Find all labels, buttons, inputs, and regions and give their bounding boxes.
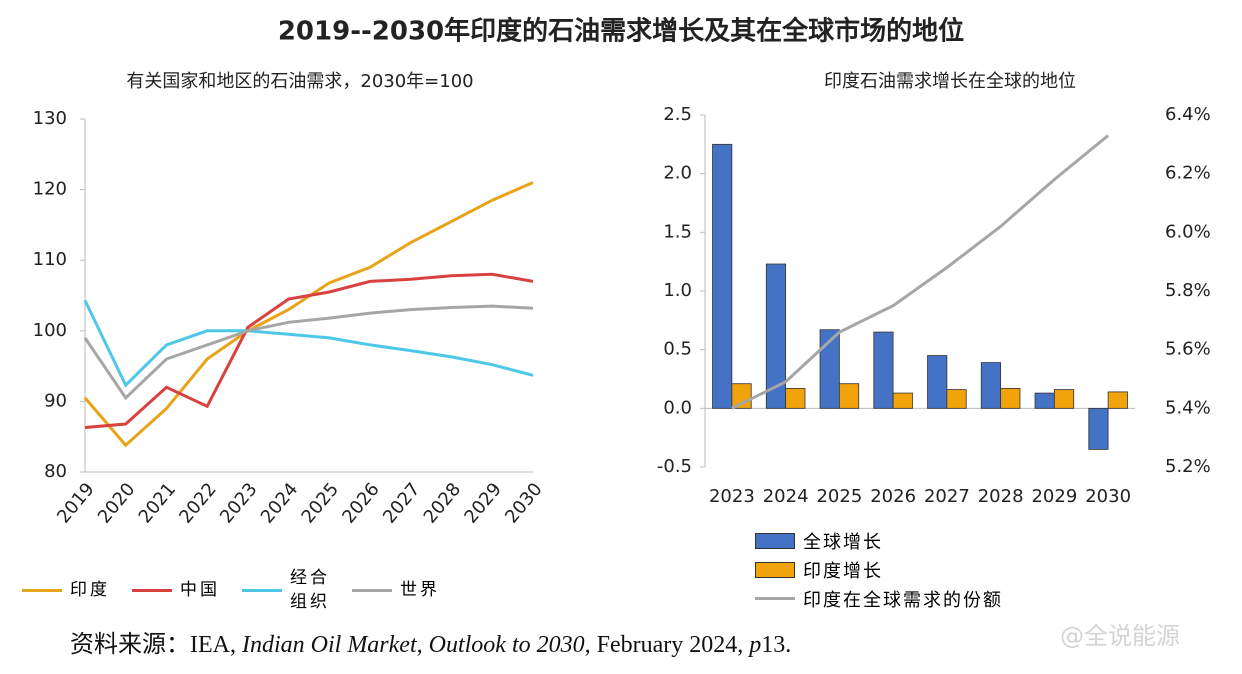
bar: [765, 263, 787, 409]
bar: [980, 362, 1002, 409]
legend: 全球增长印度增长印度在全球需求的份额: [755, 526, 1003, 613]
y-tick-label: 1.0: [663, 280, 692, 301]
x-tick-label: 2020: [94, 479, 140, 528]
y-tick-label: -0.5: [657, 456, 692, 477]
source-note: 资料来源：IEA, Indian Oil Market, Outlook to …: [70, 624, 791, 659]
legend-item: 经合组织: [242, 566, 330, 614]
x-tick-label: 2024: [257, 479, 303, 528]
data-line: [731, 134, 1110, 410]
legend-swatch: [242, 588, 282, 592]
y2-tick-label: 5.6%: [1165, 339, 1211, 360]
bar: [838, 383, 860, 409]
y-tick-label: 2.5: [663, 104, 692, 125]
legend-swatch: [755, 532, 795, 549]
x-tick-label: 2029: [460, 479, 506, 528]
source-text: 资料来源：IEA,: [70, 632, 242, 658]
y-tick-label: 130: [33, 108, 67, 129]
x-tick-label: 2027: [924, 486, 970, 507]
legend-item: 世界: [352, 578, 440, 602]
source-text: February 2024,: [590, 632, 750, 658]
legend-swatch: [755, 561, 795, 578]
y2-tick-label: 6.4%: [1165, 104, 1211, 125]
bar: [892, 392, 913, 409]
legend-label: 印度: [70, 580, 110, 600]
y-tick-label: 0.5: [663, 339, 692, 360]
x-tick-label: 2028: [420, 479, 466, 528]
source-text: Indian Oil Market, Outlook to 2030,: [241, 632, 591, 658]
x-tick-label: 2024: [763, 486, 809, 507]
y2-tick-label: 5.8%: [1165, 280, 1211, 301]
y-tick-label: 1.5: [663, 221, 692, 242]
legend-item: 印度: [22, 578, 110, 602]
y2-tick-label: 5.2%: [1165, 456, 1211, 477]
x-tick-label: 2023: [216, 479, 262, 528]
legend-item: 印度增长: [755, 555, 1003, 584]
bar: [819, 329, 840, 409]
bar: [1088, 407, 1109, 450]
x-tick-label: 2030: [1085, 486, 1131, 507]
x-tick-label: 2025: [297, 479, 343, 528]
legend-label: 印度增长: [803, 560, 883, 582]
data-line: [84, 272, 534, 429]
y-tick-label: 110: [33, 249, 67, 270]
legend-label: 世界: [400, 580, 440, 600]
legend-item: 全球增长: [755, 526, 1003, 555]
legend-swatch: [755, 597, 795, 600]
legend-item: 中国: [132, 578, 220, 602]
x-tick-label: 2030: [501, 479, 547, 528]
x-tick-label: 2025: [816, 486, 862, 507]
chart-subtitle: 印度石油需求增长在全球的地位: [824, 71, 1076, 92]
bar: [1034, 392, 1055, 409]
x-tick-label: 2029: [1031, 486, 1077, 507]
y-tick-label: 90: [44, 390, 67, 411]
legend-item: 印度在全球需求的份额: [755, 584, 1003, 613]
bar: [873, 331, 894, 409]
legend-swatch: [352, 588, 392, 592]
data-line: [83, 299, 534, 388]
data-line: [83, 181, 534, 448]
legend-label: 全球增长: [803, 531, 883, 553]
y-tick-label: 120: [33, 179, 67, 200]
bar: [712, 143, 733, 409]
legend-swatch: [22, 588, 62, 592]
y2-tick-label: 5.4%: [1165, 397, 1211, 418]
y-tick-label: 80: [44, 461, 67, 482]
y2-tick-label: 6.0%: [1165, 221, 1211, 242]
x-tick-label: 2022: [175, 479, 221, 528]
y-tick-label: 0.0: [663, 397, 692, 418]
x-tick-label: 2026: [338, 479, 384, 528]
page-title: 2019--2030年印度的石油需求增长及其在全球市场的地位: [278, 16, 964, 47]
legend-label: 经合组织: [290, 568, 330, 612]
bar: [946, 389, 967, 409]
bar: [785, 387, 806, 409]
x-tick-label: 2028: [978, 486, 1024, 507]
legend-swatch: [132, 588, 172, 592]
legend-label: 中国: [180, 580, 220, 600]
chart-subtitle: 有关国家和地区的石油需求，2030年=100: [126, 71, 473, 92]
bar: [1107, 391, 1128, 409]
x-tick-label: 2019: [53, 479, 99, 528]
x-tick-label: 2023: [709, 486, 755, 507]
y2-tick-label: 6.2%: [1165, 163, 1211, 184]
bar: [1000, 387, 1021, 409]
source-text: p: [749, 632, 762, 658]
y-tick-label: 100: [33, 320, 67, 341]
data-line: [83, 304, 534, 401]
legend-label: 印度在全球需求的份额: [803, 589, 1003, 611]
legend: 印度 中国 经合组织 世界: [22, 566, 462, 614]
x-tick-label: 2027: [379, 479, 425, 528]
source-text: 13.: [761, 632, 792, 658]
x-tick-label: 2026: [870, 486, 916, 507]
bar: [927, 355, 948, 409]
watermark: @全说能源: [1060, 622, 1180, 650]
y-tick-label: 2.0: [663, 163, 692, 184]
x-tick-label: 2021: [135, 479, 181, 528]
bar: [1053, 389, 1075, 409]
